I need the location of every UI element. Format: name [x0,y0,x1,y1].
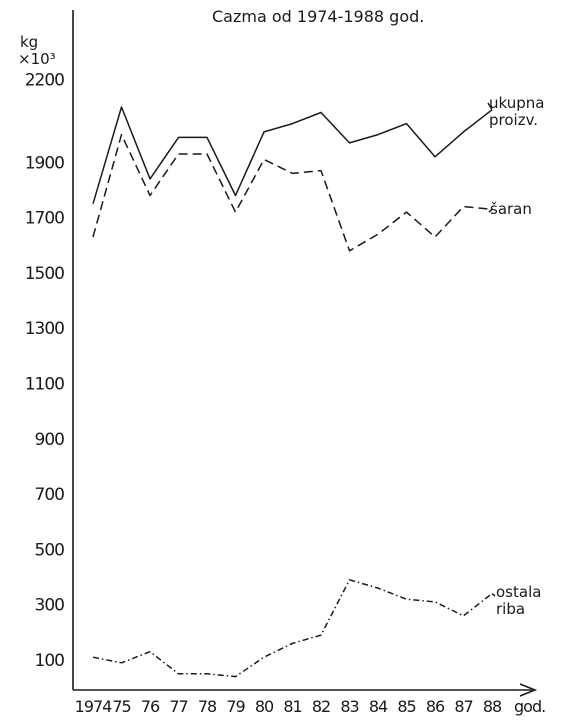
series-label: ukupna [489,94,544,112]
y-axis-unit-label: kg [20,33,38,51]
y-tick-label: 1300 [25,319,64,339]
x-axis-label: god. [514,697,545,716]
y-tick-label: 1100 [25,375,64,395]
x-tick-label: 75 [112,697,130,716]
x-tick-label: 87 [454,697,472,716]
y-tick-label: 700 [35,485,65,505]
x-tick-label: 79 [226,697,245,716]
y-tick-label: 100 [35,651,65,671]
y-tick-label: 500 [35,540,65,560]
series-line-1 [92,106,493,205]
series-label-leader [491,593,496,597]
x-tick-label: 81 [283,697,301,716]
x-tick-label: 80 [255,697,274,716]
x-axis-arrowhead [519,683,538,697]
series-label: riba [496,600,525,618]
series-label: šaran [490,200,532,218]
series-label: proizv. [489,111,538,129]
x-tick-label: 1974 [75,697,113,716]
x-tick-label: 86 [426,697,445,716]
x-tick-label: 85 [397,697,415,716]
x-tick-label: 78 [198,697,217,716]
y-tick-label: 2200 [25,70,64,90]
chart-title: Cazma od 1974-1988 god. [212,7,424,26]
y-tick-label: 1500 [25,264,64,284]
series-label-leader [488,208,493,213]
series-label: ostala [496,583,541,601]
y-tick-label: 900 [35,430,65,450]
x-tick-label: 77 [169,697,187,716]
y-tick-label: 1700 [25,209,64,229]
series-line-2 [92,133,493,252]
y-tick-labels: 2200 1900 1700 1500 1300 1100 900 700 500 300 100 [25,70,65,671]
x-tick-label: 88 [483,697,502,716]
x-tick-label: 83 [340,697,358,716]
x-tick-label: 76 [141,697,160,716]
series-lines [92,102,496,678]
y-tick-label: 1900 [25,153,64,173]
y-tick-label: 300 [35,596,65,616]
y-axis-multiplier-label: ×10³ [18,50,56,68]
x-tick-label: 84 [369,697,388,716]
x-tick-labels: 1974 75 76 77 78 79 80 81 82 83 84 85 86 87 88 [75,697,503,716]
x-tick-label: 82 [312,697,330,716]
series-label-leader [487,102,493,111]
series-line-3 [92,579,493,678]
